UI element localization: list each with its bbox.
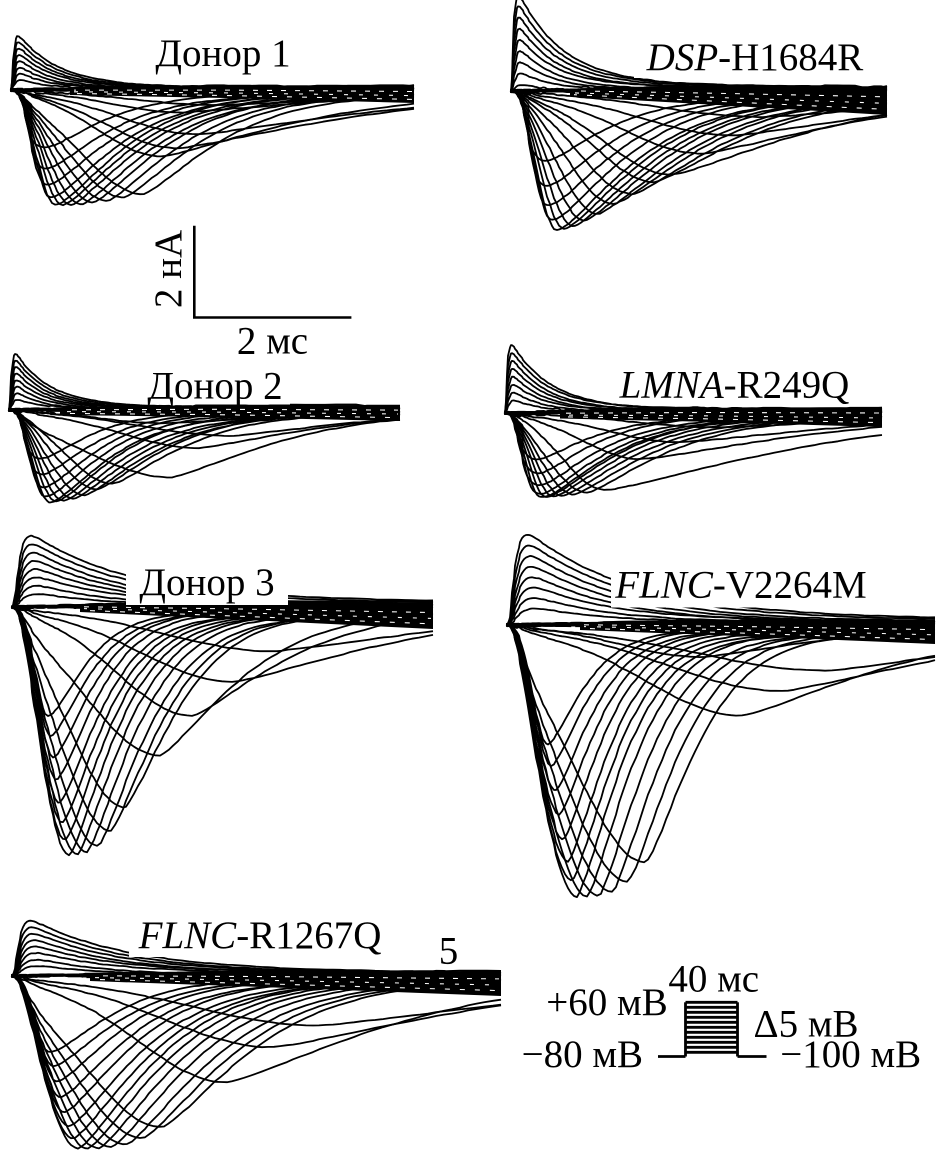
svg-text:LMNA-R249Q: LMNA-R249Q [619, 364, 850, 407]
svg-text:Донор 2: Донор 2 [147, 365, 282, 408]
svg-text:Донор 1: Донор 1 [155, 32, 290, 75]
svg-text:5: 5 [439, 929, 459, 972]
svg-text:FLNC-V2264M: FLNC-V2264M [614, 564, 866, 607]
svg-text:2 мс: 2 мс [237, 319, 308, 362]
svg-text:DSP-H1684R: DSP-H1684R [646, 36, 864, 79]
svg-text:−80 мВ: −80 мВ [522, 1033, 643, 1076]
svg-text:40 мс: 40 мс [668, 958, 759, 1001]
svg-text:FLNC-R1267Q: FLNC-R1267Q [138, 914, 382, 957]
svg-text:Донор 3: Донор 3 [139, 561, 274, 604]
svg-text:+60 мВ: +60 мВ [546, 981, 667, 1024]
svg-text:−100 мВ: −100 мВ [780, 1033, 921, 1076]
svg-text:Δ5 мВ: Δ5 мВ [753, 1002, 858, 1045]
svg-text:2 нА: 2 нА [147, 230, 190, 308]
